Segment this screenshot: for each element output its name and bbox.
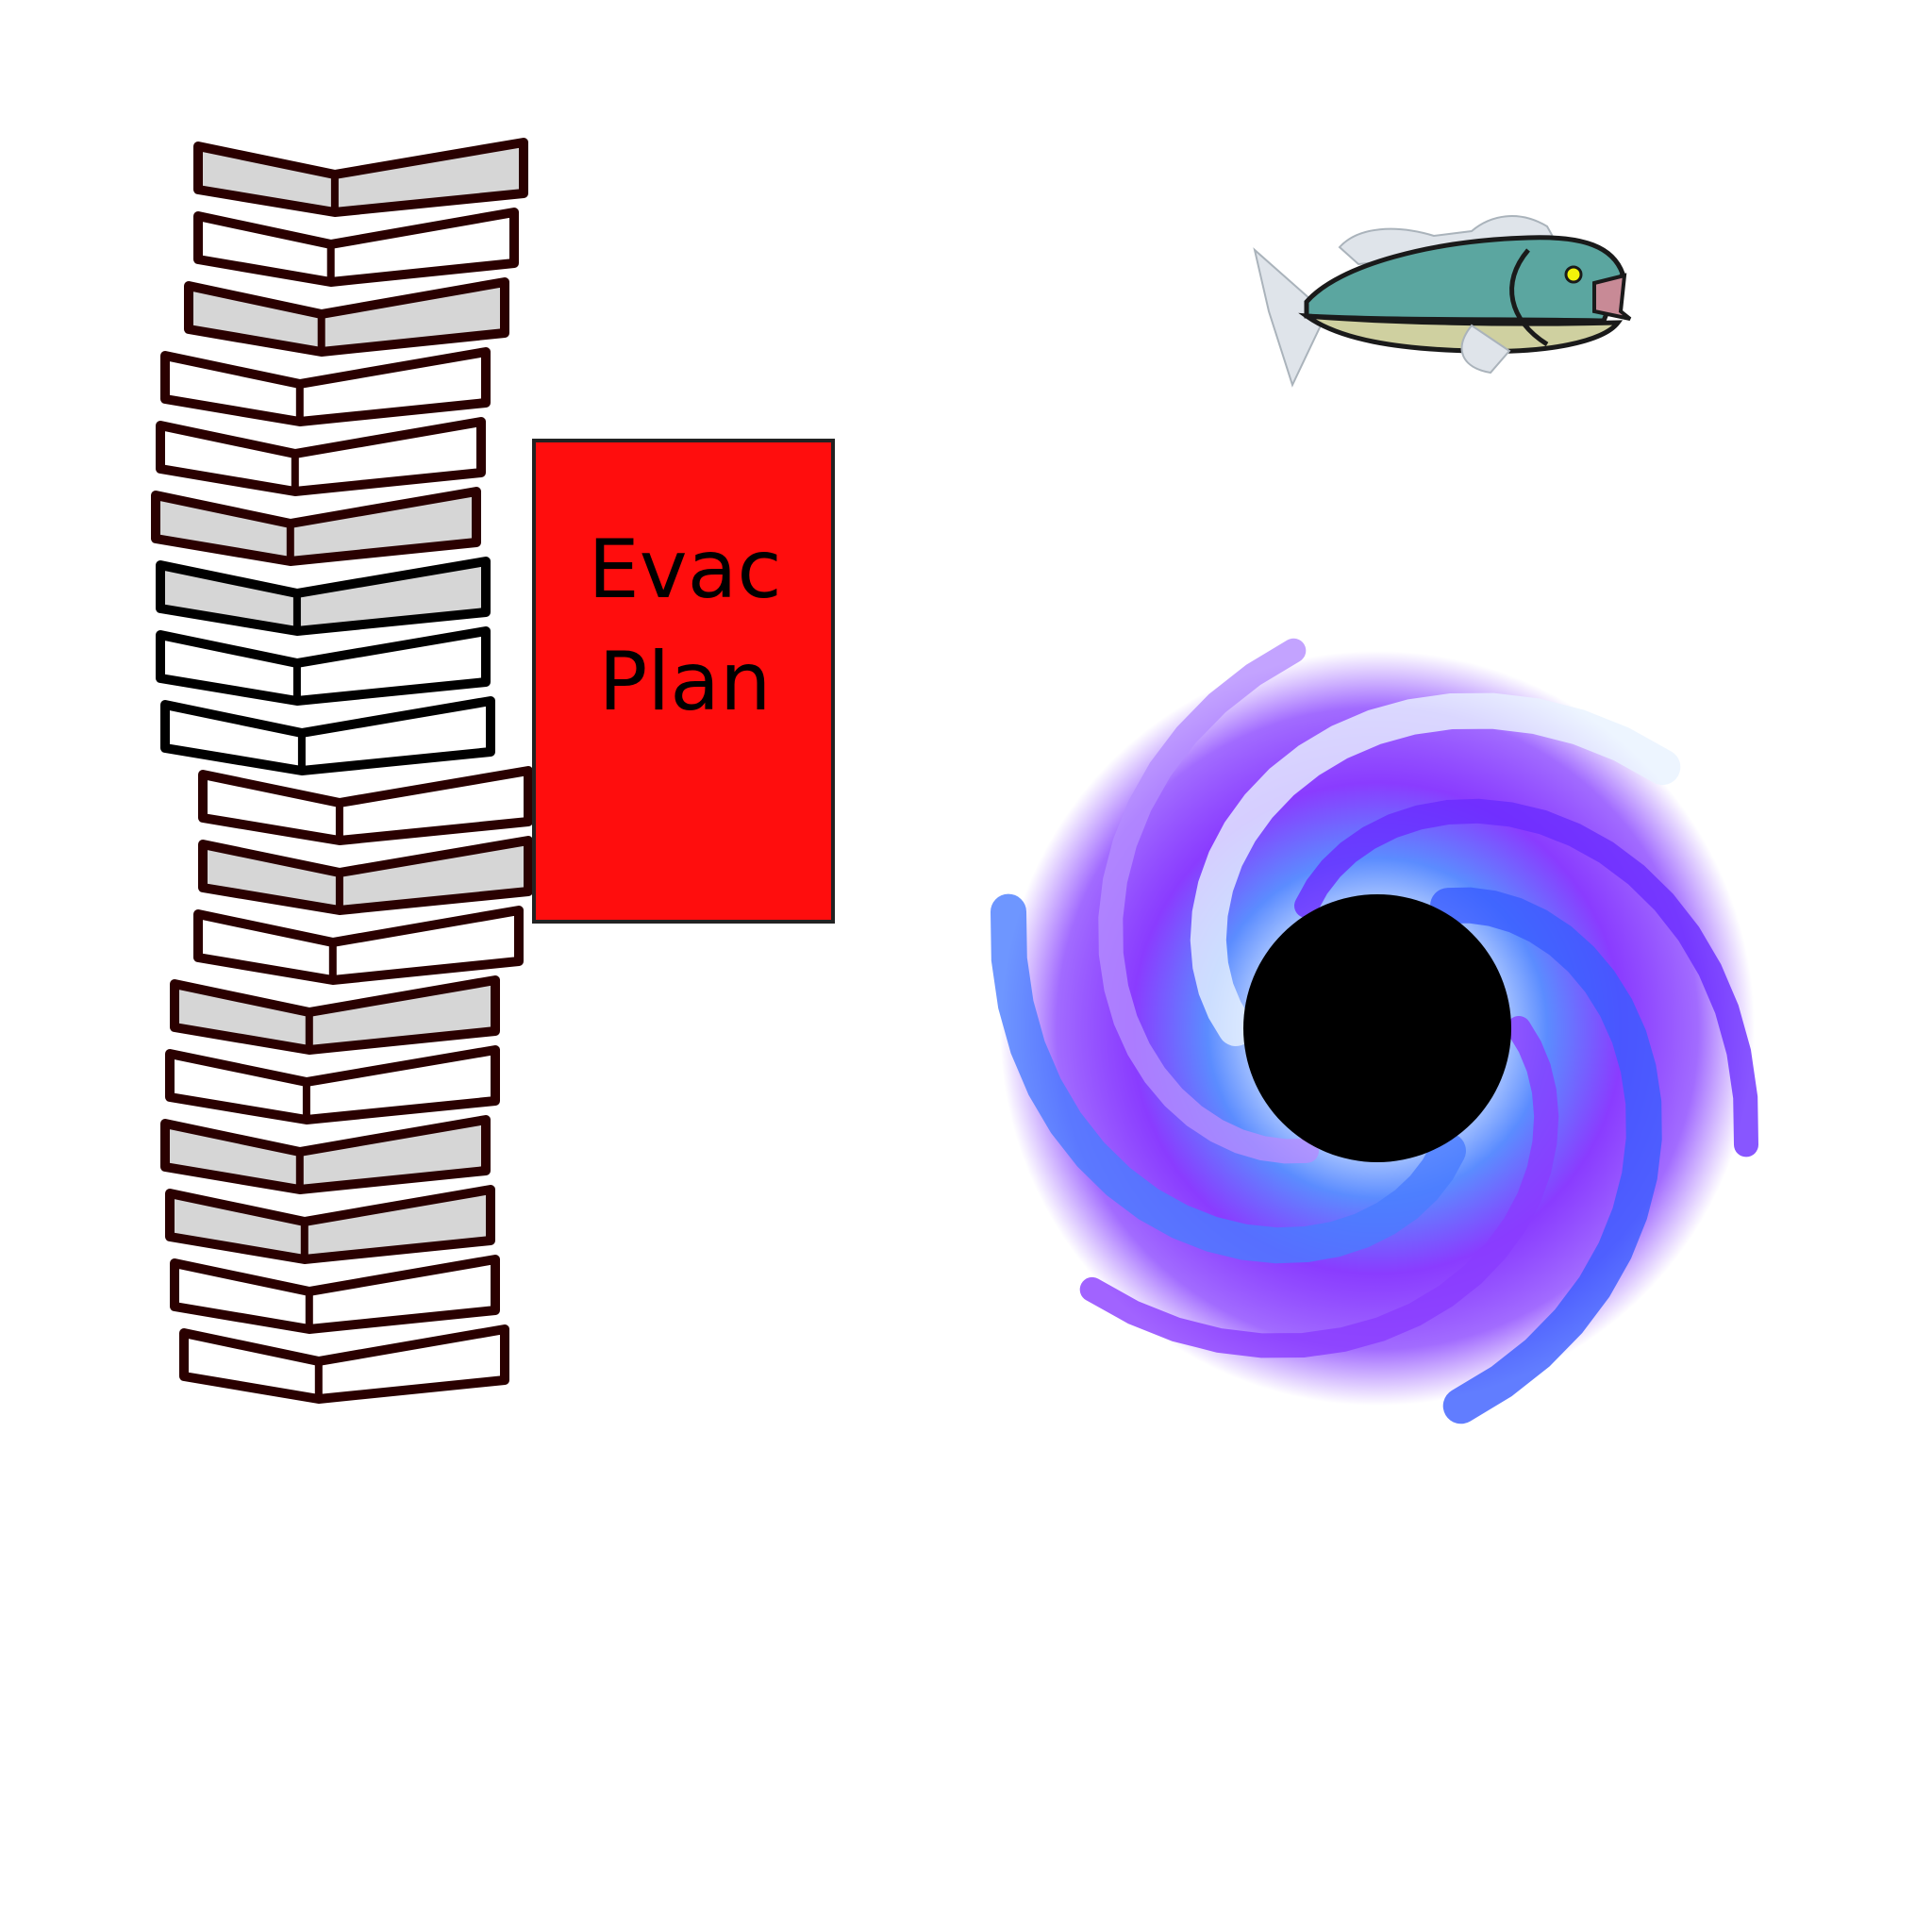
fish-gill — [1509, 248, 1549, 347]
fish-body-back — [1304, 235, 1625, 324]
book — [151, 487, 481, 566]
vortex-arm — [1190, 692, 1681, 1046]
book — [193, 906, 524, 985]
book-pages — [170, 975, 500, 1055]
vortex-arm — [1294, 798, 1758, 1158]
book-pages — [151, 487, 481, 566]
book-pages — [193, 208, 519, 287]
book-pages — [165, 1045, 500, 1124]
book — [156, 626, 491, 706]
book — [179, 1324, 509, 1404]
book-pages — [179, 1324, 509, 1404]
fish-icon — [1253, 215, 1632, 388]
book-pages — [156, 557, 491, 636]
book-pages — [184, 277, 509, 357]
book-stack-icon — [151, 138, 533, 1404]
book — [156, 557, 491, 636]
book — [198, 836, 533, 915]
book-pages — [160, 696, 495, 775]
book-pages — [193, 906, 524, 985]
evac-plan-line-2: Plan — [599, 635, 772, 729]
book-pages — [170, 1255, 500, 1334]
book — [170, 975, 500, 1055]
fish-belly — [1298, 312, 1624, 354]
book — [193, 138, 528, 217]
book-pages — [165, 1185, 495, 1264]
book — [165, 1185, 495, 1264]
vortex-arms — [991, 638, 1758, 1424]
book — [165, 1045, 500, 1124]
fish-eye — [1564, 265, 1583, 284]
vortex-arm — [1098, 638, 1319, 1164]
book — [160, 1115, 491, 1194]
book-pages — [160, 1115, 491, 1194]
book-pages — [198, 836, 533, 915]
evac-plan-sign: Evac Plan — [532, 439, 835, 924]
evac-plan-sign-board — [532, 439, 835, 924]
vortex-arm — [1079, 1016, 1559, 1358]
evac-plan-line-1: Evac — [588, 523, 781, 617]
black-hole-icon — [991, 638, 1758, 1424]
vortex-arm — [991, 893, 1466, 1264]
fish-dorsal-fin — [1338, 215, 1558, 266]
book — [160, 347, 491, 426]
book-pages — [156, 417, 486, 496]
black-hole-core — [1243, 894, 1511, 1162]
book — [160, 696, 495, 775]
book-pages — [198, 766, 533, 845]
book-pages — [193, 138, 528, 217]
book — [184, 277, 509, 357]
book-pages — [156, 626, 491, 706]
book — [170, 1255, 500, 1334]
fish-pectoral-fin — [1460, 324, 1511, 375]
book — [198, 766, 533, 845]
vortex-arm — [1430, 887, 1662, 1424]
book — [193, 208, 519, 287]
book — [156, 417, 486, 496]
book-pages — [160, 347, 491, 426]
fish-mouth — [1592, 273, 1632, 321]
